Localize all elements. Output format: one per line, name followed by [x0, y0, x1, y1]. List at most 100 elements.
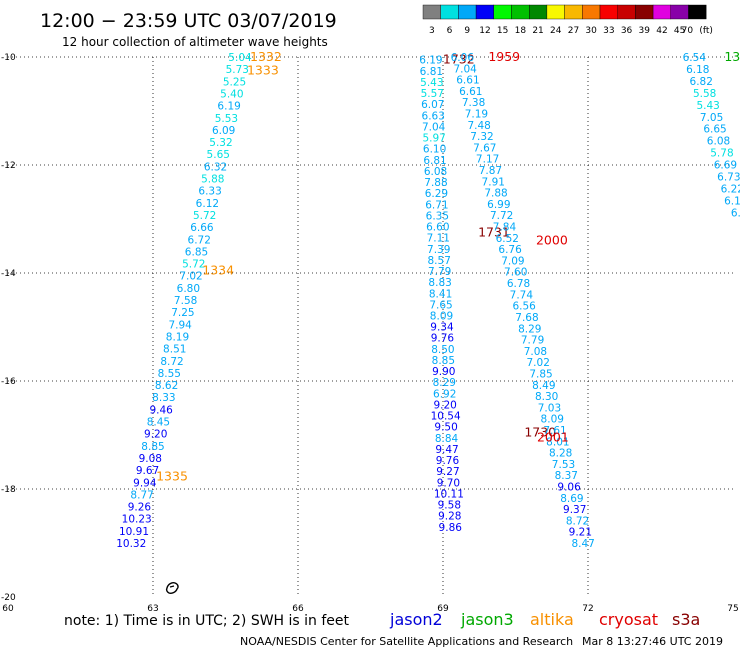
swh-label: 7.38: [462, 97, 485, 109]
swh-label: 7.85: [529, 368, 552, 380]
swh-label: 7.91: [482, 176, 505, 188]
lon-tick-label: 72: [582, 604, 593, 614]
swh-label: 8.72: [160, 356, 183, 368]
swh-label: 7.02: [527, 357, 550, 369]
swh-label: 7.19: [465, 109, 488, 121]
swh-label: 9.21: [569, 527, 592, 539]
swh-label: 7.11: [427, 233, 450, 245]
swh-label: 9.06: [557, 481, 581, 493]
lat-tick-label: -12: [1, 161, 16, 171]
time-label: 1959: [488, 49, 520, 64]
swh-label: 9.20: [144, 429, 167, 441]
swh-label: 10.91: [119, 526, 149, 538]
legend-tick-label: 21: [532, 26, 543, 36]
swh-label: 9.08: [139, 453, 162, 465]
satellite-name-jason2: jason2: [389, 610, 443, 629]
satellite-name-altika: altika: [530, 610, 574, 629]
swh-label: 6.08: [707, 136, 730, 148]
time-label: 1330: [724, 49, 740, 64]
swh-label: 6.71: [425, 199, 448, 211]
swh-label: 9.37: [563, 504, 586, 516]
swh-label: 9.67: [136, 465, 159, 477]
track-cryosat: 6.067.046.616.617.387.197.487.327.677.17…: [451, 49, 595, 550]
swh-label: 6.61: [459, 86, 482, 98]
satellite-name-s3a: s3a: [672, 610, 700, 629]
swh-label: 8.50: [431, 344, 454, 356]
swh-label: 7.79: [428, 266, 451, 278]
legend-tick-label: 18: [515, 26, 527, 36]
legend-tick-label: 6: [447, 26, 453, 36]
lat-tick-label: -14: [1, 269, 16, 279]
swh-label: 6.72: [188, 234, 211, 246]
swh-label: 8.84: [435, 433, 459, 445]
swh-label: 6.56: [512, 301, 536, 313]
swh-label: 8.57: [428, 255, 451, 267]
swh-label: 7.09: [501, 255, 524, 267]
swh-label: 10.11: [434, 488, 464, 500]
legend-tick-label: 42: [656, 26, 667, 36]
legend-tick-label: 15: [497, 26, 508, 36]
legend-swatch: [493, 4, 512, 20]
lat-tick-label: -16: [1, 377, 16, 387]
swh-label: 9.50: [434, 422, 457, 434]
swh-label: 6.07: [421, 99, 444, 111]
swh-label: 8.55: [158, 368, 181, 380]
swh-label: 8.85: [432, 355, 455, 367]
swh-label: 6.80: [177, 283, 200, 295]
swh-label: 7.68: [515, 312, 538, 324]
swh-label: 6.06: [451, 52, 475, 64]
footer-timestamp: Mar 8 13:27:46 UTC 2019: [582, 635, 723, 648]
legend-swatch: [582, 4, 601, 20]
map-subtitle: 12 hour collection of altimeter wave hei…: [62, 35, 328, 49]
swh-label: 9.76: [436, 455, 460, 467]
swh-label: 9.90: [432, 366, 455, 378]
swh-label: 6.35: [426, 210, 449, 222]
swh-label: 9.34: [430, 322, 454, 334]
swh-label: 7.60: [504, 267, 527, 279]
swh-label: 5.72: [182, 259, 205, 271]
time-label: 1731: [478, 225, 510, 240]
swh-label: 9.94: [133, 477, 157, 489]
legend-swatch: [546, 4, 565, 20]
swh-label: 9.86: [439, 522, 463, 534]
swh-label: 8.45: [147, 417, 170, 429]
swh-label: 6.12: [196, 198, 219, 210]
swh-label: 9.46: [149, 404, 173, 416]
legend-tick-label: 9: [464, 26, 470, 36]
time-label: 1730: [524, 424, 556, 439]
time-label: 1332: [250, 49, 282, 64]
swh-label: 9.26: [128, 502, 152, 514]
swh-label: 6.69: [714, 160, 737, 172]
swh-label: 8.83: [428, 277, 451, 289]
swh-label: 8.41: [429, 288, 452, 300]
swh-label: 5.58: [693, 88, 716, 100]
swh-label: 7.61: [543, 425, 566, 437]
swh-label: 8.77: [130, 489, 153, 501]
swh-label: 7.02: [179, 271, 202, 283]
swh-label: 10.23: [122, 514, 152, 526]
swh-label: 6.19: [217, 101, 240, 113]
swh-label: 8.29: [518, 323, 541, 335]
swh-label: 5.78: [710, 148, 733, 160]
legend-swatch: [511, 4, 530, 20]
swh-label: 6.33: [198, 186, 221, 198]
time-label: 1334: [202, 262, 234, 277]
legend-swatch: [458, 4, 477, 20]
legend-swatch: [670, 4, 689, 20]
swh-label: 8.29: [433, 377, 456, 389]
swh-label: 6.92: [433, 388, 456, 400]
swh-label: 7.03: [538, 402, 561, 414]
swh-label: 6.08: [424, 166, 447, 178]
legend-tick-label: 12: [479, 26, 490, 36]
swh-label: 6.52: [496, 233, 519, 245]
swh-label: 6.32: [204, 161, 227, 173]
lon-tick-label: 75: [727, 604, 738, 614]
track-s3a: 6.196.815.435.576.076.637.045.976.106.81…: [419, 52, 556, 534]
swh-label: 5.73: [226, 64, 249, 76]
lon-tick-label: 63: [147, 604, 158, 614]
legend-tick-label: 27: [568, 26, 579, 36]
swh-label: 8.62: [155, 380, 178, 392]
swh-label: 8.47: [571, 538, 594, 550]
swh-label: 9.70: [437, 477, 460, 489]
swh-label: 10.54: [431, 411, 461, 423]
